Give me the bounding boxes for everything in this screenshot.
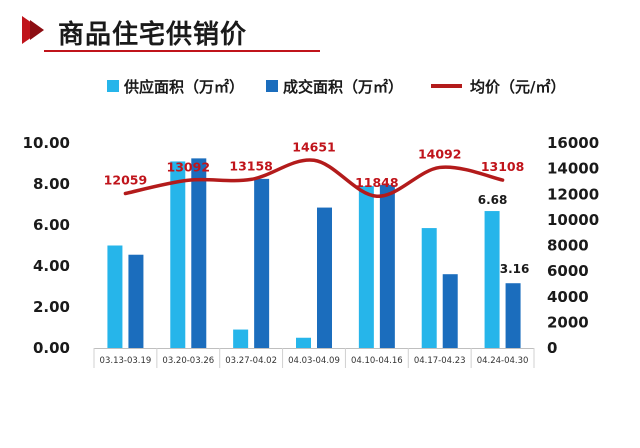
y-right-tick-label: 4000	[547, 288, 589, 306]
y-left-tick-label: 0.00	[33, 339, 70, 357]
y-right-tick-label: 12000	[547, 185, 599, 203]
supply-bar	[296, 337, 311, 348]
x-category-label: 04.10-04.16	[351, 356, 403, 366]
x-category-label: 04.03-04.09	[288, 356, 340, 366]
deal-bar	[128, 254, 144, 348]
y-left-tick-label: 10.00	[23, 134, 70, 152]
x-category-label: 03.13-03.19	[100, 356, 152, 366]
deal-bar	[379, 185, 395, 348]
y-left-tick-label: 4.00	[33, 257, 70, 275]
red-arrow-icon	[22, 16, 44, 44]
supply-bar	[358, 186, 374, 348]
legend-label-price: 均价（元/㎡）	[470, 78, 565, 96]
supply-bar	[421, 228, 437, 348]
y-right-tick-label: 10000	[547, 211, 599, 229]
price-line-group	[123, 158, 505, 198]
y-right-tick-label: 0	[547, 339, 557, 357]
deal-bar	[317, 207, 332, 348]
y-right-tick-label: 6000	[547, 262, 589, 280]
deal-bar	[191, 158, 207, 348]
legend-label-deal: 成交面积（万㎡）	[283, 78, 403, 96]
chart-data-labels: 12059 13092 13158 14651 11848 14092 13108 6.68 3…	[104, 139, 530, 276]
y-left-tick-label: 2.00	[33, 298, 70, 316]
page-title: 商品住宅供销价	[58, 20, 248, 50]
price-data-label: 13158	[229, 158, 273, 173]
x-category-label: 03.20-03.26	[162, 356, 214, 366]
x-category-label: 04.17-04.23	[414, 356, 466, 366]
title-underline	[44, 50, 320, 52]
price-data-label: 14651	[292, 139, 336, 154]
legend-swatch-deal	[266, 80, 278, 92]
y-left-tick-label: 6.00	[33, 216, 70, 234]
x-category-label: 04.24-04.30	[477, 356, 529, 366]
price-data-label: 14092	[418, 146, 462, 161]
supply-bar	[233, 329, 249, 348]
y-right-tick-label: 2000	[547, 313, 589, 331]
deal-bar-value-label: 3.16	[500, 262, 530, 276]
price-data-label: 13092	[167, 159, 211, 174]
supply-bar	[484, 211, 500, 348]
y-right-tick-label: 14000	[547, 160, 599, 178]
chart-legend: 供应面积（万㎡） 成交面积（万㎡） 均价（元/㎡）	[107, 78, 565, 96]
supply-bar	[170, 161, 186, 348]
x-category-label: 03.27-04.02	[225, 356, 277, 366]
price-line	[123, 158, 505, 198]
legend-swatch-supply	[107, 80, 119, 92]
supply-bar-value-label: 6.68	[478, 193, 508, 207]
y-left-tick-label: 8.00	[33, 175, 70, 193]
chart-bars	[107, 158, 521, 348]
y-right-tick-label: 16000	[547, 134, 599, 152]
deal-bar	[505, 283, 521, 348]
deal-bar	[442, 274, 458, 348]
supply-bar	[107, 245, 123, 348]
legend-label-supply: 供应面积（万㎡）	[123, 78, 244, 96]
y-right-tick-label: 8000	[547, 237, 589, 255]
slide-header: 商品住宅供销价	[0, 0, 640, 60]
price-data-label: 12059	[104, 172, 148, 187]
price-data-label: 11848	[355, 175, 399, 190]
price-data-label: 13108	[481, 159, 525, 174]
chart-axes: 0.00 2.00 4.00 6.00 8.00 10.00 0 2000 4000 6000 80…	[23, 134, 599, 368]
deal-bar	[254, 178, 270, 348]
